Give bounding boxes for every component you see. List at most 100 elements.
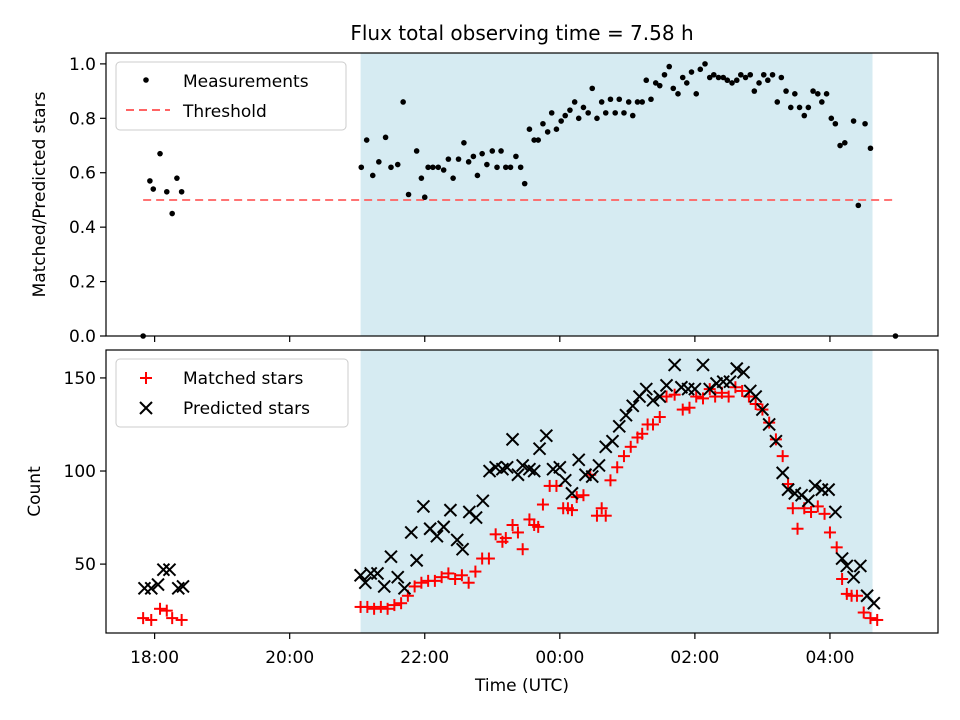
measurements-point-112 <box>850 118 857 124</box>
predicted-stars-point-30 <box>500 460 514 475</box>
matched-stars-point-40 <box>565 504 578 517</box>
predicted-stars-point-71 <box>769 434 783 448</box>
matched-stars-point-28 <box>499 532 512 545</box>
measurements-point-72 <box>666 63 673 70</box>
matched-stars-point-73 <box>776 450 789 463</box>
measurements-point-59 <box>607 96 614 103</box>
measurements-point-87 <box>733 77 740 84</box>
measurements-point-49 <box>562 112 569 119</box>
panel0-ytick-label-0: 0.0 <box>69 327 96 347</box>
measurements-point-61 <box>616 96 623 103</box>
predicted-stars-point-65 <box>730 361 744 376</box>
count-panel: 50 100 150 Count Matched stars Predicted s… <box>25 349 939 639</box>
measurements-point-23 <box>440 167 447 173</box>
predicted-stars-point-42 <box>572 453 586 467</box>
matched-stars-point-76 <box>791 522 804 535</box>
matched-stars-point-0 <box>137 612 150 625</box>
matched-stars-point-75 <box>786 502 799 515</box>
measurements-point-98 <box>783 88 789 94</box>
predicted-stars-point-37 <box>539 428 554 443</box>
predicted-stars-point-83 <box>846 570 861 584</box>
xtick-label-5: 04:00 <box>805 648 854 668</box>
measurements-point-85 <box>724 77 731 84</box>
measurements-point-78 <box>693 91 700 97</box>
measurements-point-60 <box>612 110 618 116</box>
matched-stars-point-74 <box>782 478 795 491</box>
matched-stars-point-69 <box>749 397 762 410</box>
measurements-point-48 <box>558 118 564 124</box>
predicted-stars-point-32 <box>511 468 525 482</box>
xtick-label-4: 02:00 <box>670 648 719 668</box>
matched-stars-point-59 <box>683 401 696 414</box>
predicted-stars-point-52 <box>639 382 653 396</box>
measurements-point-50 <box>567 107 573 113</box>
legend-measurements-label: Measurements <box>183 72 309 92</box>
measurements-point-76 <box>683 80 690 86</box>
measurements-point-24 <box>445 156 452 162</box>
measurements-point-80 <box>702 61 708 67</box>
measurements-point-64 <box>629 112 636 119</box>
predicted-stars-point-79 <box>821 482 836 497</box>
measurements-point-81 <box>706 74 713 81</box>
measurements-point-30 <box>474 172 481 179</box>
matched-stars-point-61 <box>696 392 709 405</box>
predicted-stars-point-21 <box>443 503 458 517</box>
predicted-stars-point-4 <box>162 562 177 577</box>
predicted-stars-point-53 <box>646 393 660 407</box>
predicted-stars-point-72 <box>775 466 790 480</box>
xtick-label-1: 20:00 <box>265 648 314 668</box>
predicted-stars-point-69 <box>755 402 770 417</box>
matched-stars-point-56 <box>660 390 673 403</box>
measurements-point-4 <box>163 188 170 195</box>
measurements-point-93 <box>760 71 767 78</box>
measurements-point-28 <box>465 159 472 165</box>
predicted-stars-point-60 <box>696 358 710 372</box>
matched-stars-point-7 <box>361 600 374 613</box>
matched-stars-point-1 <box>145 613 158 626</box>
measurements-point-14 <box>394 161 401 168</box>
measurements-point-29 <box>470 153 477 160</box>
measurements-point-10 <box>369 172 376 179</box>
measurements-point-92 <box>756 80 762 86</box>
matched-stars-point-17 <box>428 574 441 587</box>
panel0-ytick-label-2: 0.4 <box>69 218 96 238</box>
matched-stars-point-50 <box>624 440 637 453</box>
predicted-stars-point-19 <box>430 529 444 543</box>
ratio-panel: 0.0 0.2 0.4 0.6 0.8 1.0 Matched/Predicted sta… <box>30 52 939 347</box>
matched-stars-point-60 <box>690 390 703 403</box>
measurements-point-20 <box>425 164 431 171</box>
predicted-stars-point-23 <box>455 542 470 556</box>
measurements-point-15 <box>400 99 406 105</box>
measurements-point-109 <box>832 120 839 127</box>
matched-stars-point-2 <box>154 602 167 615</box>
matched-stars-point-89 <box>871 613 884 626</box>
xtick-label-2: 22:00 <box>400 648 449 668</box>
matched-stars-point-55 <box>653 411 666 424</box>
predicted-stars-point-1 <box>144 581 158 596</box>
panel0-ytick-label-3: 0.6 <box>69 164 96 184</box>
measurements-point-75 <box>679 74 686 81</box>
predicted-stars-point-48 <box>612 419 626 434</box>
legend-threshold-label: Threshold <box>182 102 267 122</box>
ratio-legend: Measurements Threshold <box>115 61 347 131</box>
matched-stars-point-49 <box>617 450 630 463</box>
predicted-stars-point-56 <box>667 358 682 372</box>
measurements-point-5 <box>169 210 175 217</box>
legend-measurements-marker <box>143 77 149 83</box>
predicted-stars-point-22 <box>450 533 464 547</box>
xtick-label-0: 18:00 <box>130 648 179 668</box>
matched-stars-point-86 <box>850 589 863 602</box>
measurements-point-106 <box>819 99 825 105</box>
measurements-point-43 <box>535 137 542 143</box>
measurements-point-71 <box>661 71 668 78</box>
matched-stars-point-88 <box>864 612 877 625</box>
legend-predicted-label: Predicted stars <box>183 399 310 419</box>
measurements-point-115 <box>867 145 874 152</box>
measurements-point-44 <box>540 120 546 127</box>
matched-stars-point-25 <box>482 552 495 565</box>
measurements-point-105 <box>814 91 821 97</box>
measurements-point-69 <box>652 80 659 86</box>
ratio-legend-box <box>115 61 347 131</box>
matched-stars-point-57 <box>668 388 681 401</box>
panel0-ytick-label-1: 0.2 <box>69 273 96 293</box>
